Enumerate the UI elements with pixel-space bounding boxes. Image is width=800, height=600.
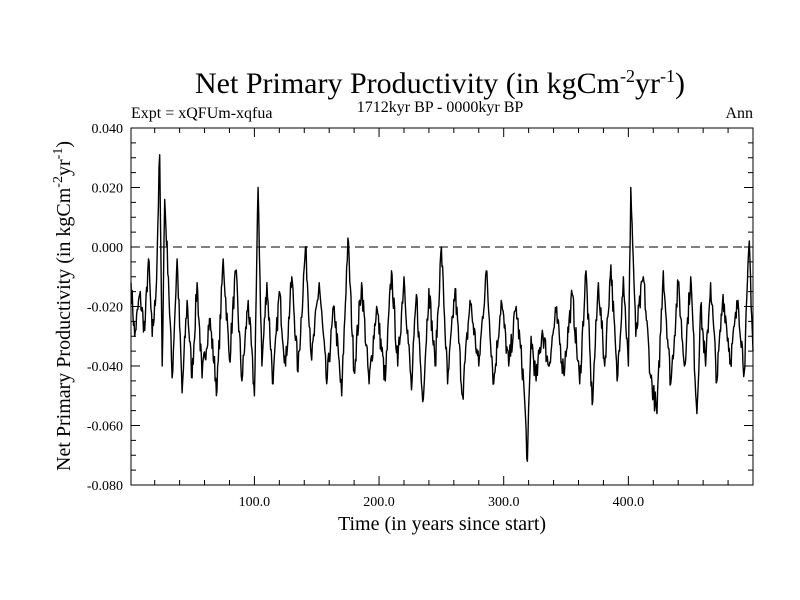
chart-title-end: ) <box>675 67 685 100</box>
series-line-npp <box>130 154 754 462</box>
y-axis-label-sup1: -2 <box>51 176 66 188</box>
y-tick-label: 0.020 <box>92 182 124 197</box>
x-axis-label: Time (in years since start) <box>338 513 546 535</box>
chart-title-sup1: -2 <box>620 66 635 86</box>
y-axis-label-end: ) <box>53 141 75 148</box>
chart-title-mid: yr <box>635 67 660 100</box>
y-tick-label: -0.040 <box>87 360 123 375</box>
season-label: Ann <box>725 105 753 122</box>
axis-ticks: 100.0 200.0 300.0 400.0 -0.080 -0.060 -0.040 -0… <box>87 122 753 510</box>
chart-title-sup2: -1 <box>660 66 675 86</box>
x-tick-label: 100.0 <box>239 495 271 510</box>
y-tick-label: 0.000 <box>92 241 124 256</box>
y-tick-label: -0.080 <box>87 479 123 494</box>
chart-title: Net Primary Productivity (in kgCm-2yr-1) <box>195 66 685 100</box>
x-tick-label: 200.0 <box>363 495 395 510</box>
chart-subtitle: 1712kyr BP - 0000kyr BP <box>357 99 524 116</box>
y-tick-label: -0.060 <box>87 420 123 435</box>
y-axis-label-main: Net Primary Productivity (in kgCm <box>53 187 75 471</box>
y-axis-label-mid: yr <box>53 159 75 176</box>
plot-frame <box>130 127 754 486</box>
y-tick-label: -0.020 <box>87 301 123 316</box>
chart-title-main: Net Primary Productivity (in kgCm <box>195 67 620 100</box>
y-tick-label: 0.040 <box>92 122 124 137</box>
x-tick-label: 300.0 <box>488 495 520 510</box>
expt-label: Expt = xQFUm-xqfua <box>131 105 272 122</box>
y-axis-label: Net Primary Productivity (in kgCm-2yr-1) <box>51 141 75 471</box>
y-axis-label-sup2: -1 <box>51 148 66 160</box>
x-tick-label: 400.0 <box>613 495 645 510</box>
